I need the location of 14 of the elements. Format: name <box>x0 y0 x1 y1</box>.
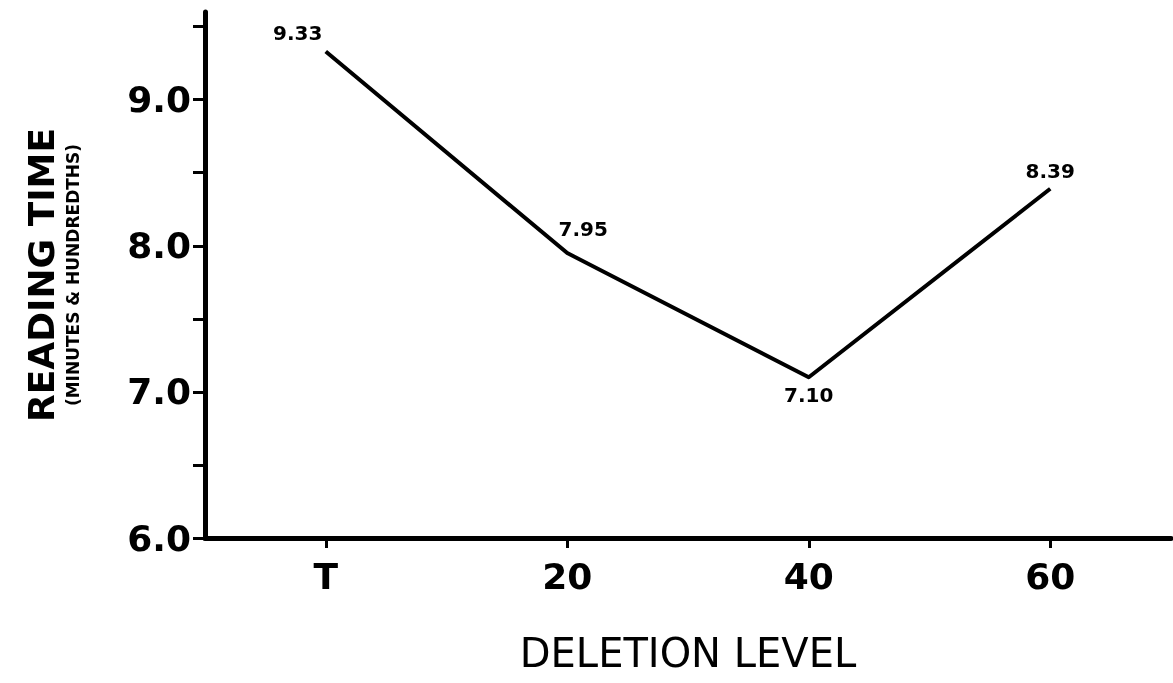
x-tick-label: 40 <box>783 555 834 597</box>
x-axis-title: DELETION LEVEL <box>519 630 857 676</box>
x-tick-label: 20 <box>542 555 593 597</box>
data-label: 7.95 <box>558 217 608 242</box>
data-label: 7.10 <box>784 383 834 408</box>
y-axis-title: READING TIME (MINUTES & HUNDREDTHS) <box>20 127 83 423</box>
x-tick-label: 60 <box>1025 555 1076 597</box>
y-tick-label: 9.0 <box>127 79 191 121</box>
data-label: 9.33 <box>273 21 323 46</box>
data-label: 8.39 <box>1025 158 1075 183</box>
y-tick-label: 8.0 <box>127 225 191 267</box>
x-tick-label: T <box>313 555 339 597</box>
y-tick-label: 7.0 <box>127 371 191 413</box>
y-tick-label: 6.0 <box>127 517 191 559</box>
